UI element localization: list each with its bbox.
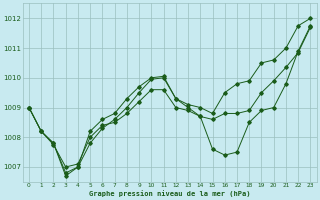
X-axis label: Graphe pression niveau de la mer (hPa): Graphe pression niveau de la mer (hPa): [89, 190, 251, 197]
